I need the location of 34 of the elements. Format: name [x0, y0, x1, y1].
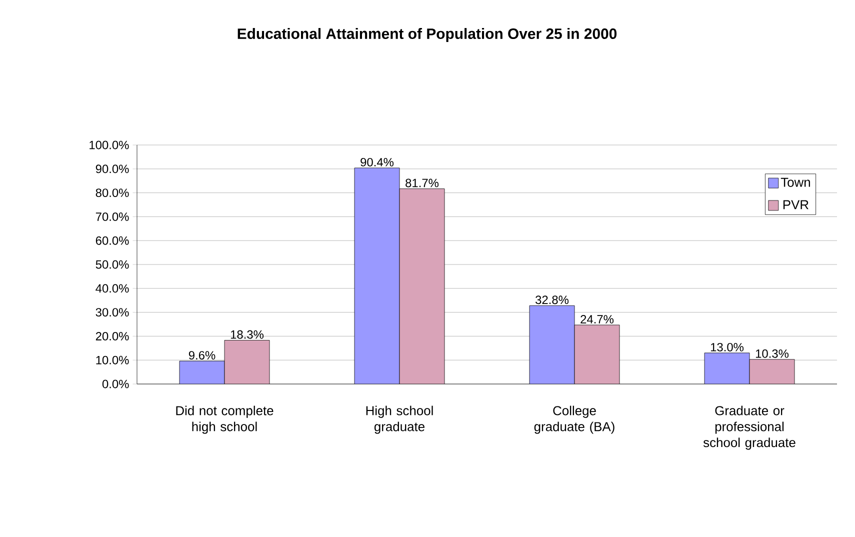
- y-tick-label: 10.0%: [96, 356, 129, 364]
- bar: [749, 359, 795, 384]
- y-tick-label: 100.0%: [90, 140, 129, 150]
- y-tick-label: 80.0%: [96, 188, 129, 198]
- bar: [574, 324, 620, 384]
- bar: [180, 361, 225, 384]
- y-tick-label: 70.0%: [96, 212, 129, 221]
- bar: [530, 306, 575, 384]
- data-label: 18.3%: [230, 330, 264, 339]
- y-tick-label: 50.0%: [96, 260, 129, 269]
- x-tick-label: College graduate (BA): [534, 406, 614, 434]
- data-label: 13.0%: [710, 342, 744, 352]
- y-tick-label: 90.0%: [96, 164, 129, 174]
- x-tick-label: Did not complete high school: [176, 406, 274, 434]
- data-label: 9.6%: [188, 351, 216, 360]
- bar: [400, 188, 445, 384]
- data-label: 90.4%: [360, 158, 394, 166]
- y-tick-label: 0.0%: [102, 380, 129, 388]
- legend-label: Town: [780, 178, 810, 187]
- chart-title: Educational Attainment of Population Over 25 in 2000: [238, 28, 617, 42]
- x-tick-label: High school graduate: [366, 406, 433, 434]
- data-label: 10.3%: [756, 349, 789, 358]
- bar: [354, 168, 400, 384]
- bar: [704, 352, 750, 384]
- y-tick-label: 40.0%: [96, 284, 129, 293]
- data-label: 24.7%: [580, 315, 614, 324]
- y-tick-label: 20.0%: [96, 332, 129, 340]
- bar: [224, 340, 270, 384]
- y-tick-label: 60.0%: [96, 236, 129, 245]
- data-label: 32.8%: [536, 296, 569, 304]
- data-label: 81.7%: [406, 178, 439, 188]
- y-tick-label: 30.0%: [96, 308, 129, 317]
- legend-label: PVR: [783, 200, 808, 210]
- x-tick-label: Graduate or professional school graduate: [703, 406, 796, 450]
